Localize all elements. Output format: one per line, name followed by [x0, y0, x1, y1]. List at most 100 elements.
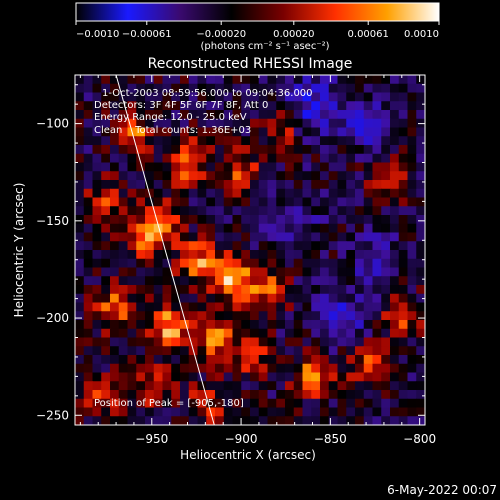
heatmap-cell	[302, 407, 312, 417]
heatmap-cell	[127, 250, 137, 260]
heatmap-cell	[136, 416, 146, 425]
heatmap-cell	[311, 337, 321, 347]
heatmap-cell	[267, 215, 277, 225]
heatmap-cell	[337, 162, 347, 172]
heatmap-cell	[407, 92, 417, 102]
heatmap-cell	[180, 75, 190, 85]
heatmap-cell	[258, 110, 269, 120]
heatmap-cell	[206, 110, 216, 120]
heatmap-cell	[258, 206, 269, 216]
heatmap-cell	[92, 180, 102, 190]
heatmap-cell	[162, 171, 172, 181]
heatmap-cell	[232, 153, 242, 164]
heatmap-cell	[197, 337, 207, 347]
heatmap-cell	[197, 83, 207, 94]
heatmap-cell	[171, 372, 181, 382]
heatmap-cell	[162, 372, 172, 382]
heatmap-cell	[390, 153, 400, 164]
heatmap-cell	[320, 407, 330, 417]
heatmap-cell	[337, 416, 347, 425]
heatmap-cell	[390, 337, 400, 347]
heatmap-cell	[416, 127, 425, 137]
heatmap-cell	[320, 363, 330, 374]
heatmap-cell	[127, 162, 137, 172]
heatmap-cell	[215, 398, 225, 409]
heatmap-cell	[293, 328, 304, 339]
heatmap-cell	[416, 363, 425, 374]
heatmap-cell	[223, 363, 234, 374]
heatmap-cell	[407, 171, 417, 181]
heatmap-cell	[241, 223, 251, 234]
heatmap-cell	[232, 328, 242, 339]
heatmap-cell	[197, 241, 207, 251]
heatmap-cell	[398, 92, 409, 102]
heatmap-cell	[337, 398, 347, 409]
heatmap-cell	[328, 223, 339, 234]
heatmap-cell	[153, 145, 164, 155]
heatmap-cell	[127, 180, 137, 190]
heatmap-cell	[180, 223, 190, 234]
heatmap-cell	[337, 390, 347, 400]
heatmap-cell	[267, 232, 277, 242]
y-tick-label: −100	[36, 117, 69, 131]
heatmap-cell	[153, 118, 164, 129]
heatmap-cell	[285, 180, 295, 190]
heatmap-cell	[83, 346, 94, 356]
heatmap-cell	[320, 302, 330, 312]
heatmap-cell	[416, 328, 425, 339]
heatmap-cell	[363, 215, 374, 225]
heatmap-cell	[381, 101, 391, 111]
heatmap-cell	[153, 153, 164, 164]
heatmap-cell	[180, 136, 190, 146]
heatmap-cell	[355, 162, 365, 172]
heatmap-cell	[145, 92, 155, 102]
heatmap-cell	[267, 92, 277, 102]
heatmap-cell	[363, 75, 374, 85]
heatmap-cell	[416, 83, 425, 94]
heatmap-cell	[390, 390, 400, 400]
heatmap-cell	[320, 110, 330, 120]
heatmap-cell	[267, 258, 277, 269]
heatmap-cell	[398, 171, 409, 181]
heatmap-cell	[398, 241, 409, 251]
heatmap-cell	[328, 110, 339, 120]
heatmap-cell	[136, 215, 146, 225]
heatmap-cell	[75, 328, 85, 339]
heatmap-cell	[180, 118, 190, 129]
heatmap-cell	[276, 171, 286, 181]
heatmap-cell	[363, 398, 374, 409]
heatmap-cell	[311, 223, 321, 234]
heatmap-cell	[215, 83, 225, 94]
heatmap-cell	[206, 171, 216, 181]
heatmap-cell	[153, 390, 164, 400]
heatmap-cell	[162, 363, 172, 374]
heatmap-cell	[83, 416, 94, 425]
heatmap-cell	[145, 407, 155, 417]
heatmap-cell	[293, 355, 304, 365]
heatmap-cell	[346, 320, 356, 330]
heatmap-cell	[92, 136, 102, 146]
heatmap-cell	[118, 328, 129, 339]
heatmap-cell	[355, 311, 365, 321]
heatmap-cell	[118, 337, 129, 347]
heatmap-cell	[328, 293, 339, 304]
heatmap-cell	[118, 162, 129, 172]
x-axis-ticks: −950 −900 −850 −800	[79, 75, 436, 446]
heatmap-cell	[171, 363, 181, 374]
heatmap-cell	[83, 83, 94, 94]
heatmap-cell	[215, 118, 225, 129]
heatmap-cell	[381, 250, 391, 260]
heatmap-cell	[215, 372, 225, 382]
heatmap-cell	[215, 215, 225, 225]
heatmap-cell	[416, 337, 425, 347]
heatmap-cell	[118, 136, 129, 146]
heatmap-cell	[127, 215, 137, 225]
heatmap-cell	[145, 180, 155, 190]
heatmap-cell	[101, 197, 111, 207]
heatmap-cell	[285, 101, 295, 111]
heatmap-cell	[136, 293, 146, 304]
heatmap-cell	[372, 171, 382, 181]
heatmap-cell	[232, 250, 242, 260]
heatmap-cell	[355, 101, 365, 111]
heatmap-cell	[75, 75, 85, 85]
